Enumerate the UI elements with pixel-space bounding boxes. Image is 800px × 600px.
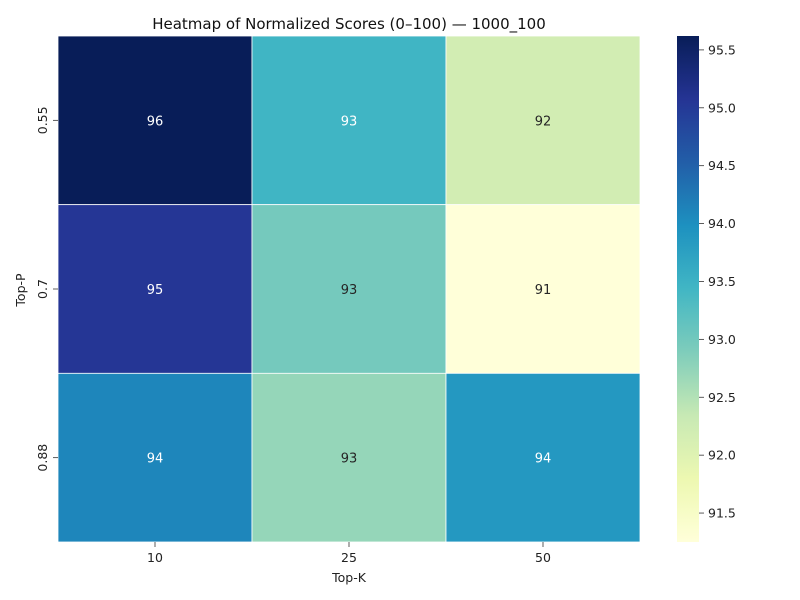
chart-title: Heatmap of Normalized Scores (0–100) — 1… [152, 15, 546, 34]
colorbar-tick-label: 94.0 [708, 216, 736, 231]
heatmap-cell [57, 204, 253, 374]
cell-value-label: 96 [147, 114, 164, 129]
colorbar-tick-label: 91.5 [708, 506, 736, 521]
colorbar-tick-label: 95.0 [708, 100, 736, 115]
y-axis: 0.55 0.7 0.88 [35, 106, 58, 472]
cell-value-label: 92 [535, 114, 552, 129]
cell-value-label: 93 [341, 114, 358, 129]
x-tick-label: 25 [341, 550, 357, 565]
cell-value-label: 95 [147, 283, 164, 298]
colorbar: 91.5 92.0 92.5 93.0 93.5 94.0 94.5 95.0 95.5 [677, 36, 736, 542]
y-axis-label: Top-P [13, 273, 28, 308]
cell-value-label: 93 [341, 283, 358, 298]
heatmap-cell [445, 204, 641, 374]
colorbar-tick-label: 95.5 [708, 42, 736, 57]
cell-value-label: 94 [535, 452, 552, 467]
heatmap-cell [251, 372, 447, 543]
heatmap-cell [57, 372, 253, 543]
colorbar-gradient [677, 36, 699, 542]
heatmap-cell [251, 204, 447, 374]
heatmap-cell [251, 35, 447, 206]
colorbar-tick-label: 93.5 [708, 274, 736, 289]
x-axis: 10 25 50 [147, 542, 551, 565]
y-tick-label: 0.7 [35, 279, 50, 299]
cell-value-label: 94 [147, 452, 164, 467]
cell-value-label: 93 [341, 452, 358, 467]
x-tick-label: 50 [535, 550, 551, 565]
cell-value-labels: 96 93 92 95 93 91 94 93 94 [147, 114, 552, 466]
heatmap-cell [57, 35, 253, 206]
x-axis-label: Top-K [331, 570, 367, 585]
cell-value-label: 91 [535, 283, 552, 298]
colorbar-tick-label: 92.0 [708, 448, 736, 463]
y-tick-label: 0.88 [35, 444, 50, 472]
colorbar-tick-label: 93.0 [708, 332, 736, 347]
y-tick-label: 0.55 [35, 106, 50, 134]
heatmap-cells [57, 35, 641, 543]
colorbar-tick-label: 92.5 [708, 390, 736, 405]
colorbar-tick-label: 94.5 [708, 158, 736, 173]
x-tick-label: 10 [147, 550, 163, 565]
heatmap-cell [445, 35, 641, 206]
